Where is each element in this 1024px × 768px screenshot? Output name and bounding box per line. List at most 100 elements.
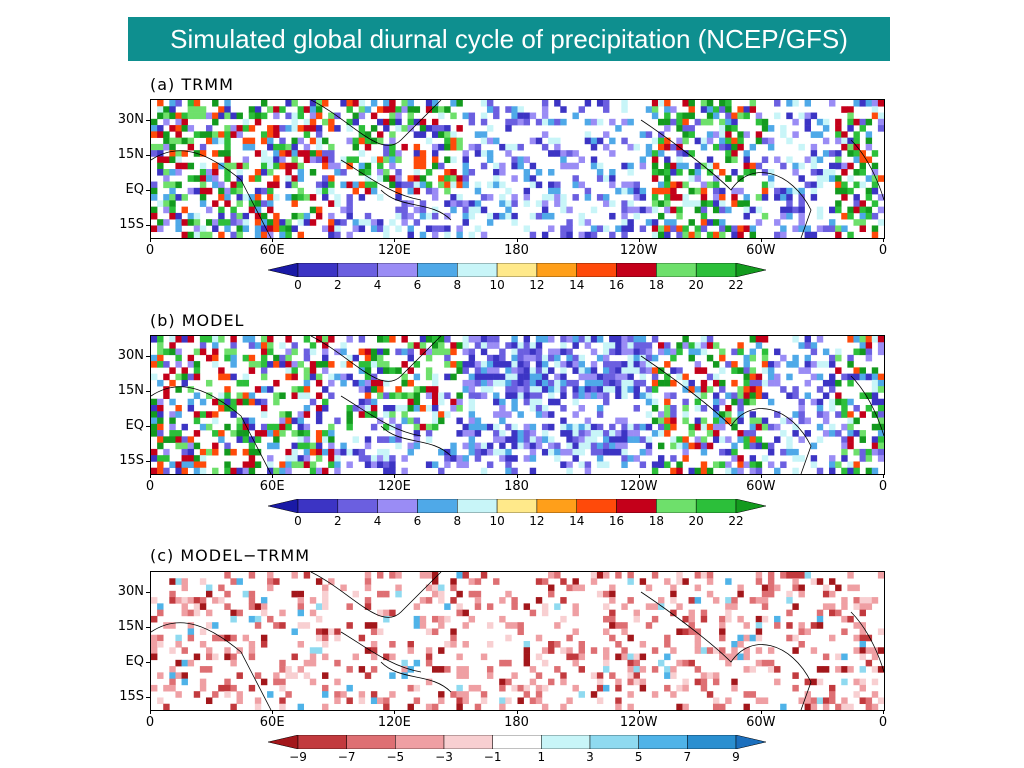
grid-cell bbox=[163, 112, 170, 120]
grid-cell bbox=[609, 634, 616, 642]
grid-cell bbox=[706, 386, 714, 393]
colorbar-tick-label: 14 bbox=[569, 278, 585, 292]
grid-cell bbox=[334, 448, 341, 456]
grid-cell bbox=[175, 386, 182, 393]
grid-cell bbox=[859, 181, 866, 189]
grid-cell bbox=[334, 112, 341, 120]
grid-cell bbox=[193, 106, 201, 113]
grid-cell bbox=[737, 112, 744, 120]
grid-cell bbox=[389, 417, 396, 425]
grid-cell bbox=[480, 379, 488, 387]
grid-cell bbox=[700, 448, 708, 456]
grid-cell bbox=[438, 125, 445, 132]
grid-cell bbox=[187, 405, 195, 412]
grid-cell bbox=[554, 143, 561, 151]
grid-cell bbox=[480, 194, 488, 201]
grid-cell bbox=[340, 448, 347, 456]
grid-cell bbox=[621, 622, 628, 629]
grid-cell bbox=[352, 100, 359, 107]
grid-cell bbox=[291, 194, 298, 201]
x-tick-label: 120W bbox=[619, 479, 658, 494]
grid-cell bbox=[603, 131, 610, 138]
grid-cell bbox=[529, 392, 537, 400]
grid-cell bbox=[431, 411, 439, 418]
grid-cell bbox=[260, 603, 268, 610]
grid-cell bbox=[407, 379, 414, 387]
colorbar-swatch bbox=[457, 499, 498, 513]
grid-cell bbox=[407, 118, 414, 126]
grid-cell bbox=[761, 423, 769, 431]
grid-cell bbox=[273, 175, 280, 182]
grid-cell bbox=[187, 231, 195, 238]
grid-cell bbox=[181, 206, 188, 214]
grid-cell bbox=[248, 455, 256, 462]
x-tick-label: 60E bbox=[259, 243, 285, 258]
grid-cell bbox=[578, 641, 585, 648]
grid-cell bbox=[370, 156, 378, 164]
grid-cell bbox=[657, 231, 665, 238]
panel-a-label: (a) TRMM bbox=[150, 75, 234, 94]
grid-cell bbox=[664, 578, 671, 585]
grid-cell bbox=[511, 672, 518, 679]
grid-cell bbox=[370, 411, 378, 418]
grid-cell bbox=[865, 131, 873, 138]
grid-cell bbox=[364, 436, 372, 443]
grid-cell bbox=[603, 386, 610, 393]
grid-cell bbox=[621, 448, 628, 456]
grid-cell bbox=[841, 597, 848, 604]
grid-cell bbox=[731, 603, 738, 610]
grid-cell bbox=[865, 156, 873, 164]
grid-cell bbox=[370, 112, 378, 120]
grid-cell bbox=[603, 430, 610, 437]
grid-cell bbox=[297, 411, 305, 418]
grid-cell bbox=[615, 379, 622, 387]
grid-cell bbox=[645, 348, 653, 356]
grid-cell bbox=[590, 672, 598, 679]
grid-cell bbox=[664, 112, 671, 120]
grid-cell bbox=[847, 442, 854, 450]
grid-cell bbox=[462, 212, 469, 220]
grid-cell bbox=[328, 448, 335, 456]
grid-cell bbox=[401, 659, 408, 667]
grid-cell bbox=[541, 405, 549, 412]
grid-cell bbox=[664, 181, 671, 189]
grid-cell bbox=[627, 678, 634, 686]
grid-cell bbox=[358, 131, 366, 138]
grid-cell bbox=[297, 641, 305, 648]
grid-cell bbox=[212, 430, 219, 437]
grid-cell bbox=[810, 622, 818, 629]
grid-cell bbox=[377, 697, 384, 705]
grid-cell bbox=[737, 137, 744, 145]
grid-cell bbox=[572, 361, 579, 368]
grid-cell bbox=[456, 367, 463, 374]
grid-cell bbox=[804, 361, 811, 368]
grid-cell bbox=[413, 436, 421, 443]
grid-cell bbox=[431, 143, 439, 151]
grid-cell bbox=[627, 361, 634, 368]
grid-cell bbox=[737, 461, 744, 469]
grid-cell bbox=[731, 367, 738, 374]
grid-cell bbox=[236, 181, 243, 189]
grid-cell bbox=[603, 442, 610, 450]
grid-cell bbox=[279, 666, 286, 673]
grid-cell bbox=[169, 436, 176, 443]
grid-cell bbox=[535, 386, 543, 393]
grid-cell bbox=[370, 405, 378, 412]
grid-cell bbox=[377, 219, 384, 226]
grid-cell bbox=[529, 436, 537, 443]
grid-cell bbox=[633, 672, 640, 679]
grid-cell bbox=[254, 194, 262, 201]
grid-cell bbox=[370, 653, 378, 661]
grid-cell bbox=[340, 442, 347, 450]
grid-cell bbox=[389, 455, 396, 462]
y-tick bbox=[146, 190, 151, 191]
grid-cell bbox=[383, 436, 390, 443]
grid-cell bbox=[242, 590, 250, 598]
grid-cell bbox=[456, 609, 463, 617]
grid-cell bbox=[798, 436, 805, 443]
grid-cell bbox=[505, 622, 512, 629]
grid-cell bbox=[248, 342, 256, 349]
grid-cell bbox=[792, 206, 799, 214]
grid-cell bbox=[486, 137, 494, 145]
grid-cell bbox=[187, 112, 195, 120]
